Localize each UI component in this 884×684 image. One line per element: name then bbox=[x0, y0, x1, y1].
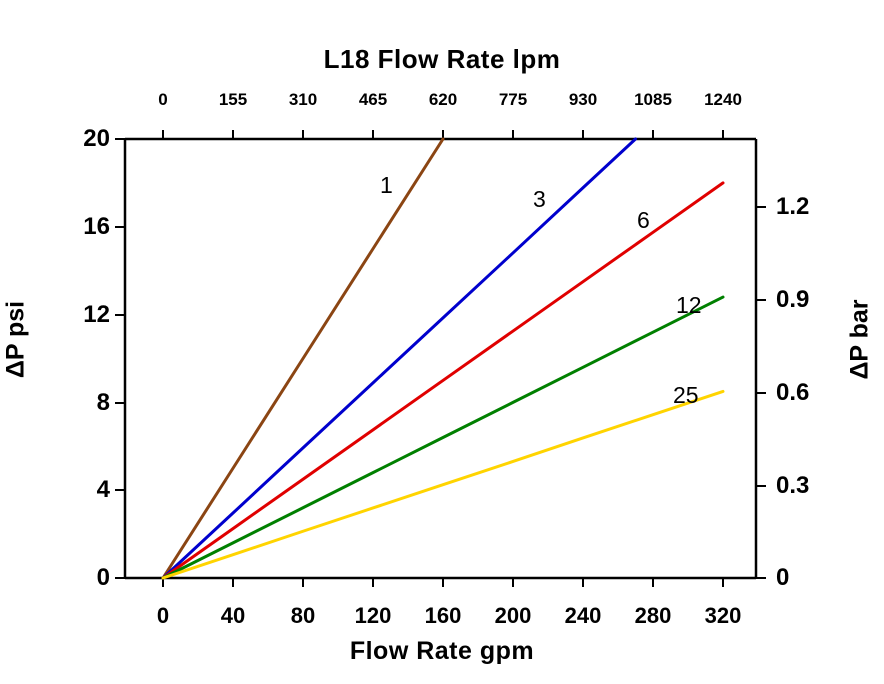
tick-label-left: 8 bbox=[96, 389, 110, 416]
series-label-3: 3 bbox=[533, 186, 546, 212]
tick-label-top: 1085 bbox=[634, 90, 672, 109]
series-label-12: 12 bbox=[676, 292, 702, 318]
tick-label-left: 12 bbox=[83, 301, 110, 328]
series-label-1: 1 bbox=[380, 172, 393, 198]
tick-label-bottom: 0 bbox=[156, 603, 170, 628]
tick-label-left: 0 bbox=[96, 564, 110, 591]
tick-label-top: 0 bbox=[158, 90, 168, 109]
tick-label-top: 310 bbox=[288, 90, 318, 109]
series-line-3 bbox=[161, 137, 637, 580]
series-label-6: 6 bbox=[637, 207, 650, 233]
tick-label-top: 620 bbox=[428, 90, 458, 109]
tick-label-right: 0.3 bbox=[776, 472, 810, 499]
tick-label-left: 4 bbox=[96, 476, 110, 503]
tick-label-right: 1.2 bbox=[776, 193, 810, 220]
series-line-1 bbox=[161, 137, 445, 580]
tick-label-left: 20 bbox=[83, 125, 110, 152]
tick-label-top: 930 bbox=[568, 90, 598, 109]
tick-label-bottom: 40 bbox=[220, 603, 246, 628]
top-axis-title: L18 Flow Rate lpm bbox=[323, 44, 561, 74]
bottom-axis-title: Flow Rate gpm bbox=[349, 637, 535, 665]
tick-label-bottom: 200 bbox=[494, 603, 532, 628]
series-line-6 bbox=[161, 181, 725, 580]
series-group bbox=[161, 137, 725, 580]
tick-label-bottom: 160 bbox=[424, 603, 462, 628]
tick-label-left: 16 bbox=[83, 213, 110, 240]
series-line-12 bbox=[161, 295, 725, 580]
tick-label-bottom: 80 bbox=[290, 603, 316, 628]
tick-label-bottom: 240 bbox=[564, 603, 602, 628]
tick-label-top: 155 bbox=[218, 90, 248, 109]
series-line-25 bbox=[161, 389, 725, 580]
axes-group bbox=[115, 130, 766, 587]
tick-label-top: 465 bbox=[358, 90, 388, 109]
tick-label-right: 0 bbox=[776, 564, 790, 591]
tick-label-top: 775 bbox=[498, 90, 528, 109]
tick-label-bottom: 120 bbox=[354, 603, 392, 628]
tick-label-right: 0.9 bbox=[776, 286, 810, 313]
tick-label-right: 0.6 bbox=[776, 379, 810, 406]
tick-label-bottom: 320 bbox=[704, 603, 742, 628]
tick-label-top: 1240 bbox=[704, 90, 742, 109]
series-label-25: 25 bbox=[673, 382, 699, 408]
tick-label-bottom: 280 bbox=[634, 603, 672, 628]
